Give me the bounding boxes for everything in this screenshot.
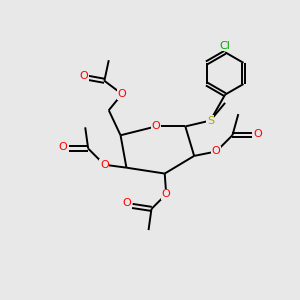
Text: O: O bbox=[152, 122, 160, 131]
Text: S: S bbox=[207, 116, 214, 126]
Text: O: O bbox=[122, 198, 131, 208]
Text: O: O bbox=[100, 160, 109, 170]
Text: O: O bbox=[118, 89, 126, 99]
Text: O: O bbox=[162, 189, 171, 199]
Text: Cl: Cl bbox=[220, 41, 230, 51]
Text: O: O bbox=[59, 142, 68, 152]
Text: O: O bbox=[253, 129, 262, 139]
Text: O: O bbox=[80, 71, 88, 81]
Text: O: O bbox=[212, 146, 220, 157]
